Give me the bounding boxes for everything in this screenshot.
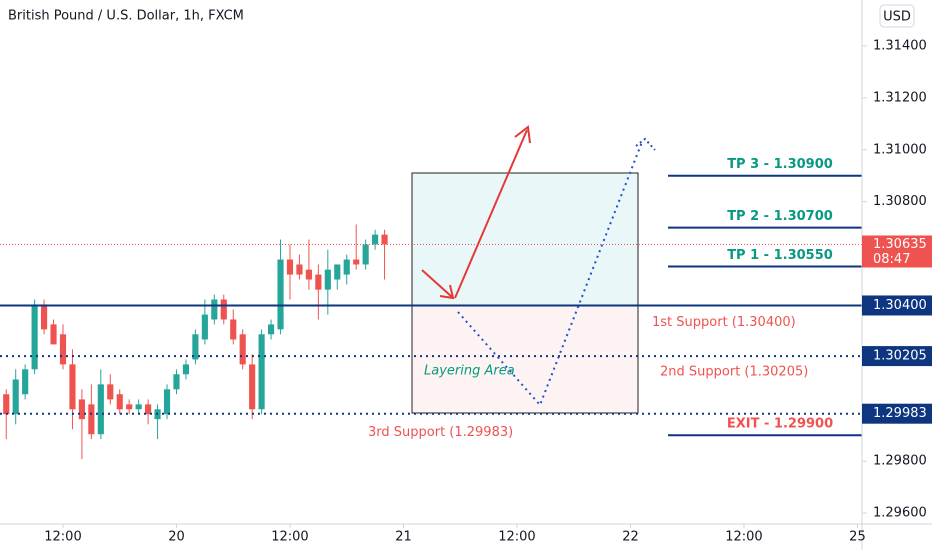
candle-body bbox=[334, 264, 341, 280]
countdown: 08:47 bbox=[873, 252, 910, 267]
x-tick-label: 12:00 bbox=[44, 530, 81, 545]
candle-body bbox=[135, 404, 142, 410]
candle-body bbox=[362, 244, 369, 265]
target-label: TP 2 - 1.30700 bbox=[727, 209, 833, 224]
target-label: EXIT - 1.29900 bbox=[727, 417, 833, 432]
y-tick-label: 1.30800 bbox=[873, 194, 927, 209]
candle-body bbox=[372, 234, 379, 245]
support-label: 3rd Support (1.29983) bbox=[368, 425, 513, 440]
y-tick-label: 1.31400 bbox=[873, 38, 927, 53]
candle-body bbox=[258, 334, 265, 410]
zone-label: Layering Area bbox=[424, 364, 515, 379]
candle-body bbox=[305, 269, 312, 280]
level-price-box bbox=[862, 295, 932, 316]
breakout-arrow bbox=[454, 129, 528, 299]
target-label: TP 1 - 1.30550 bbox=[727, 248, 833, 263]
candle-body bbox=[41, 304, 48, 330]
currency-box bbox=[879, 4, 915, 28]
candle-body bbox=[182, 364, 190, 375]
y-tick-label: 1.29600 bbox=[873, 506, 927, 521]
candle-body bbox=[69, 364, 76, 410]
candle-body bbox=[59, 334, 67, 365]
x-tick-label: 21 bbox=[395, 530, 412, 545]
candle-body bbox=[78, 399, 85, 420]
candle-body bbox=[116, 394, 123, 410]
candle-body bbox=[107, 384, 114, 400]
candle-body bbox=[201, 314, 208, 340]
level-price-label: 1.30400 bbox=[873, 298, 927, 313]
level-price-box bbox=[862, 403, 932, 424]
candle-body bbox=[163, 389, 171, 415]
candle-body bbox=[3, 394, 10, 415]
candle-body bbox=[249, 364, 256, 410]
x-tick-label: 12:00 bbox=[498, 530, 535, 545]
candle-body bbox=[31, 304, 38, 370]
breakout-arrow-head bbox=[514, 125, 531, 144]
level-price-box bbox=[862, 346, 932, 367]
entry-arrow bbox=[421, 269, 453, 298]
x-tick-label: 25 bbox=[849, 530, 866, 545]
candle-body bbox=[88, 404, 95, 435]
candle-body bbox=[173, 374, 180, 390]
entry-arrow-head bbox=[439, 284, 455, 300]
y-tick-label: 1.31000 bbox=[873, 142, 927, 157]
candle-body bbox=[97, 384, 104, 435]
y-tick-label: 1.31200 bbox=[873, 90, 927, 105]
candle-body bbox=[230, 319, 237, 340]
candle-body bbox=[220, 299, 227, 320]
support-label: 2nd Support (1.30205) bbox=[660, 365, 808, 380]
y-tick-label: 1.29800 bbox=[873, 454, 927, 469]
level-price-label: 1.30205 bbox=[873, 349, 927, 364]
candle-body bbox=[277, 259, 284, 330]
candle-body bbox=[50, 324, 57, 345]
candle-body bbox=[12, 379, 19, 415]
candle-body bbox=[145, 404, 152, 415]
x-tick-label: 12:00 bbox=[725, 530, 762, 545]
layering-zone bbox=[411, 305, 639, 414]
candle-body bbox=[239, 334, 246, 365]
layering-path bbox=[457, 141, 643, 407]
candle-body bbox=[315, 274, 322, 290]
candle-body bbox=[126, 404, 133, 410]
target-label: TP 3 - 1.30900 bbox=[727, 157, 833, 172]
candle-body bbox=[267, 324, 275, 335]
support-label: 1st Support (1.30400) bbox=[652, 315, 796, 330]
level-price-label: 1.29983 bbox=[873, 406, 927, 421]
candle-body bbox=[296, 264, 303, 275]
candle-body bbox=[192, 334, 199, 360]
candle-body bbox=[324, 269, 331, 290]
target-zone bbox=[411, 172, 639, 307]
current-price-box bbox=[862, 235, 932, 268]
x-tick-label: 12:00 bbox=[271, 530, 308, 545]
candle-body bbox=[353, 259, 360, 265]
candle-body bbox=[343, 259, 350, 275]
currency: USD bbox=[883, 10, 911, 25]
candle-body bbox=[22, 369, 29, 395]
layering-path-head bbox=[635, 137, 656, 151]
current-price-label: 1.30635 bbox=[873, 237, 927, 252]
candle-body bbox=[211, 299, 218, 320]
candle-body bbox=[381, 234, 388, 245]
chart-title: British Pound / U.S. Dollar, 1h, FXCM bbox=[8, 9, 244, 24]
x-tick-label: 20 bbox=[168, 530, 185, 545]
candle-body bbox=[286, 259, 294, 275]
x-tick-label: 22 bbox=[622, 530, 639, 545]
